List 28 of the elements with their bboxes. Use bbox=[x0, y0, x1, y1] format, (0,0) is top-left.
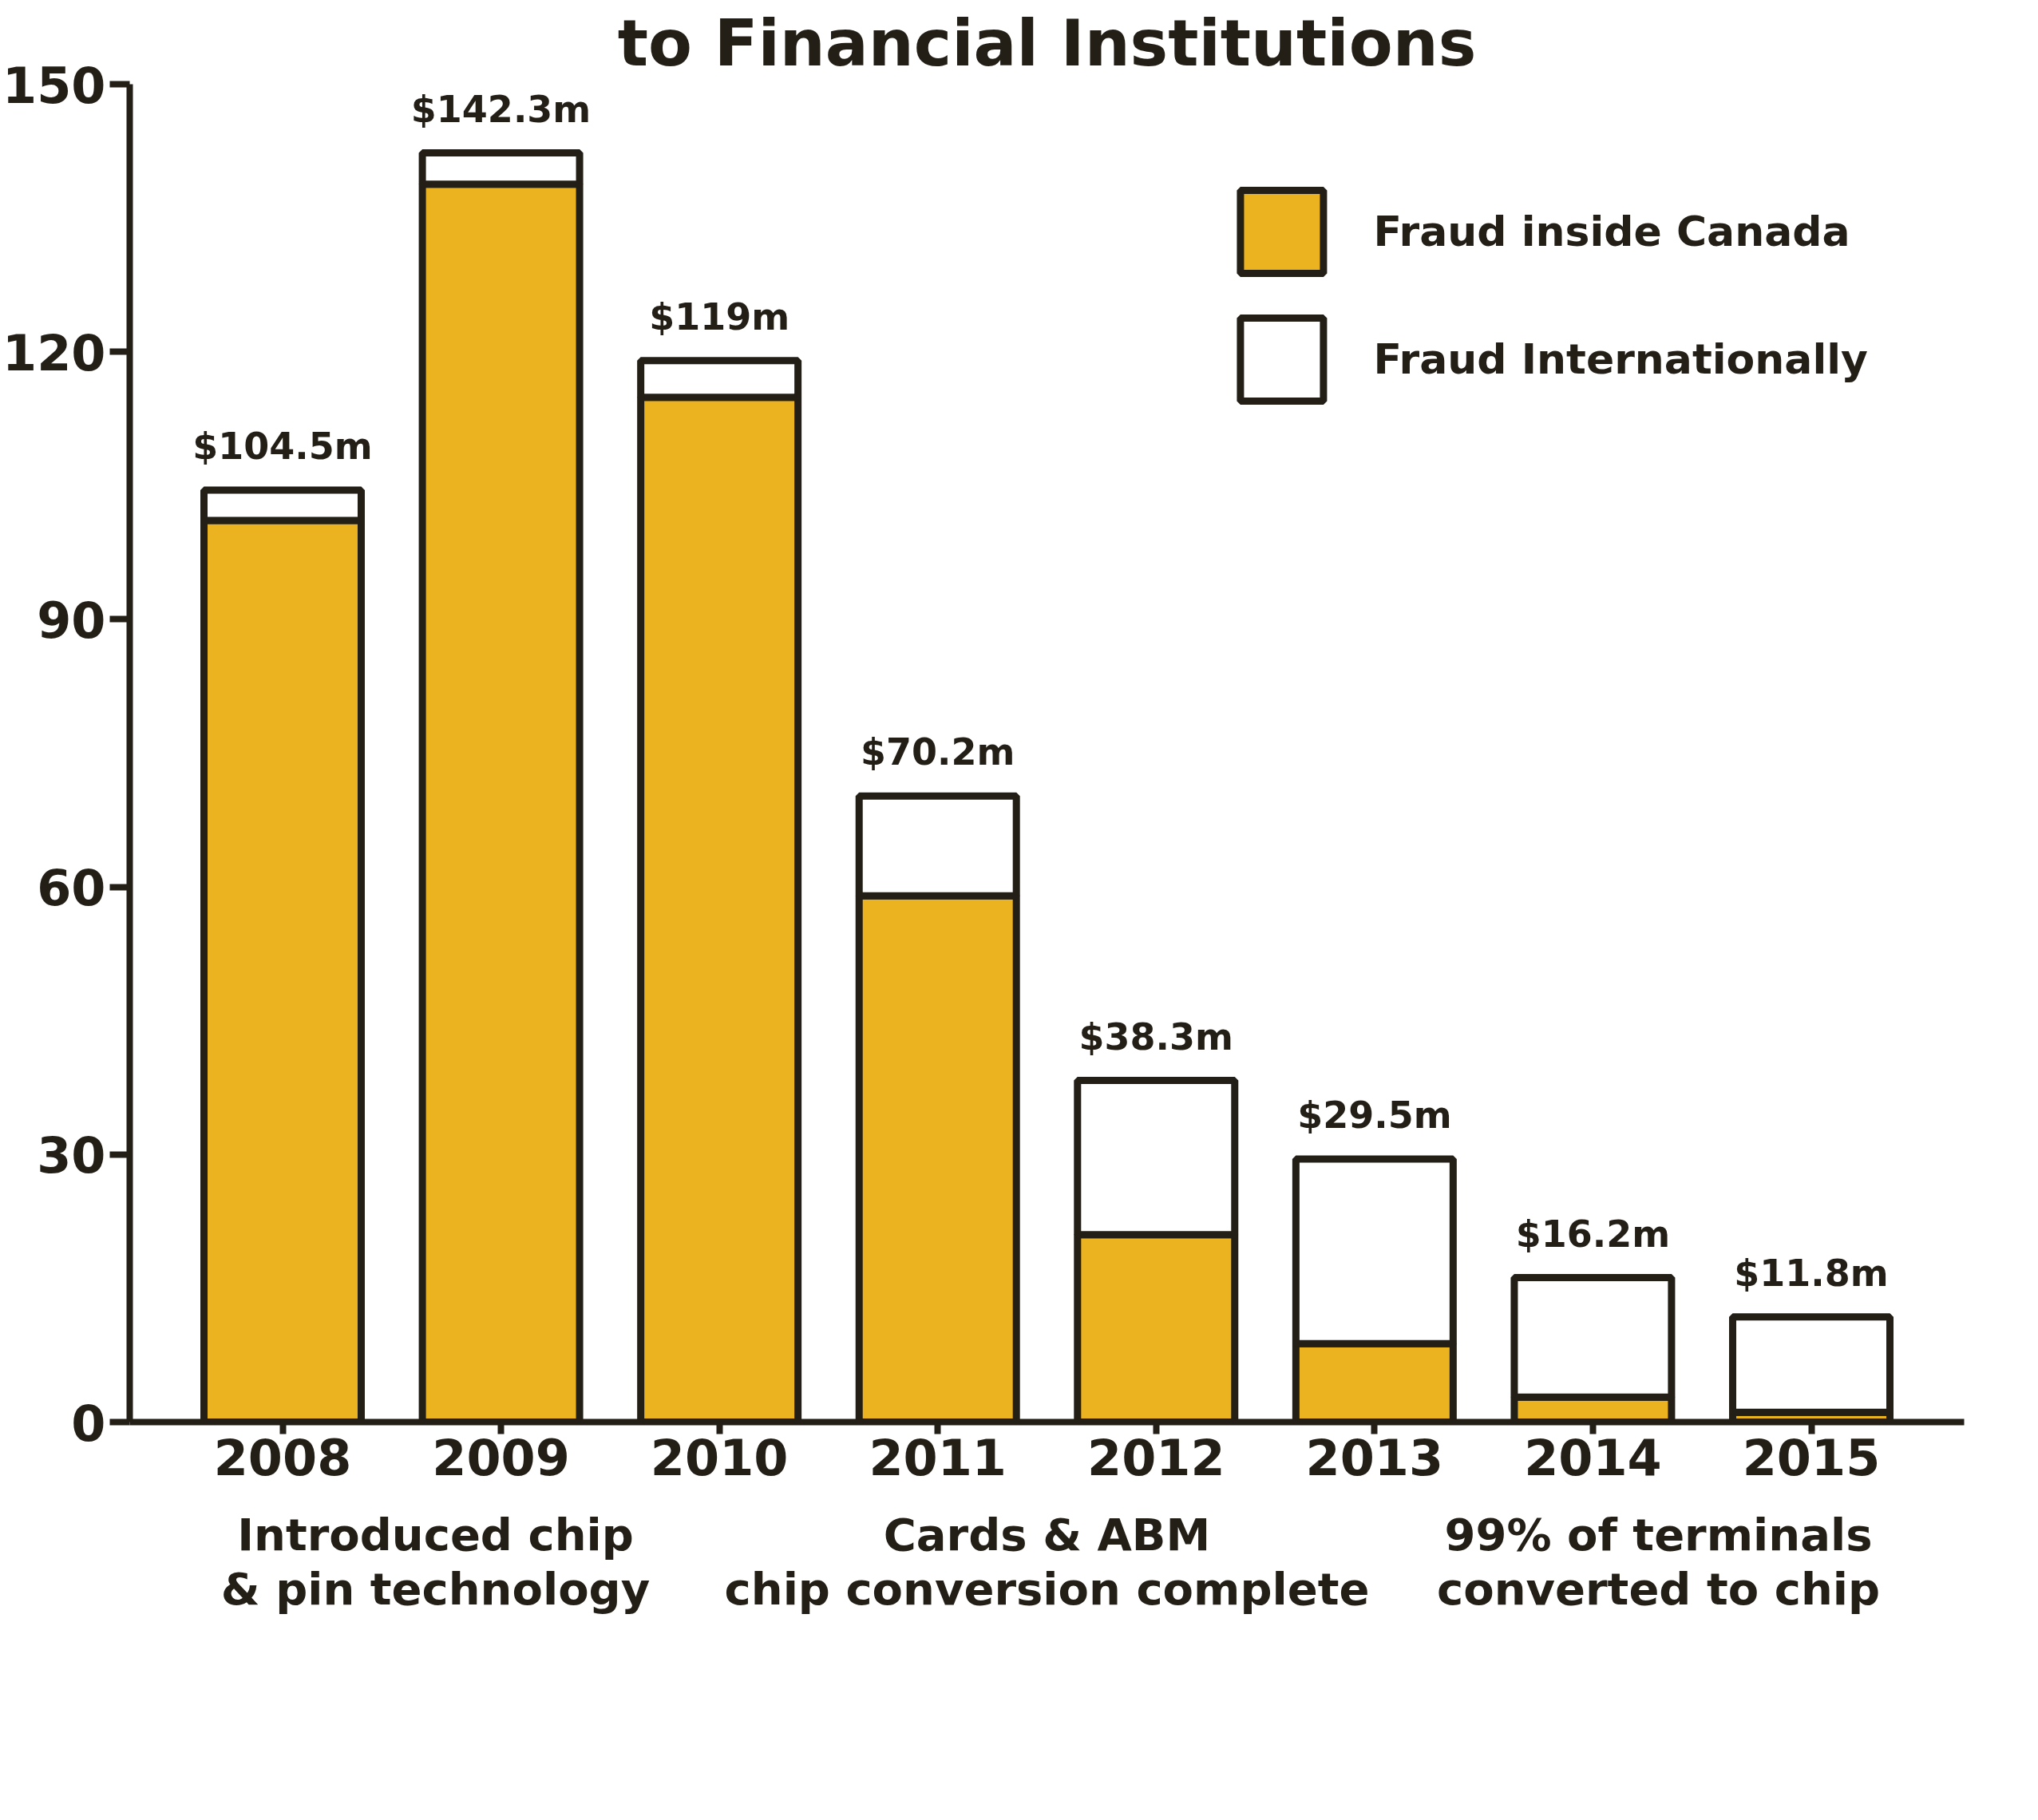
total-label: $142.3m bbox=[410, 87, 592, 131]
x-tick-label: 2014 bbox=[1524, 1428, 1662, 1487]
legend-label: Fraud inside Canada bbox=[1373, 208, 1850, 255]
y-tick-label: 60 bbox=[37, 859, 106, 918]
x-tick-label: 2009 bbox=[432, 1428, 570, 1487]
text: 99% of terminals converted to chip bbox=[1436, 1508, 1881, 1615]
y-tick-label: 30 bbox=[37, 1126, 106, 1185]
x-tick-label: 2013 bbox=[1305, 1428, 1444, 1487]
x-tick-label: 2015 bbox=[1742, 1428, 1881, 1487]
text: Cards & ABM chip conversion complete bbox=[724, 1508, 1370, 1615]
y-tick-label: 0 bbox=[71, 1394, 106, 1453]
total-label: $11.8m bbox=[1734, 1251, 1889, 1295]
x-tick-label: 2008 bbox=[213, 1428, 352, 1487]
y-tick-label: 120 bbox=[2, 323, 106, 382]
total-label: $16.2m bbox=[1515, 1212, 1671, 1256]
x-tick-label: 2010 bbox=[650, 1428, 789, 1487]
text: Introduced chip & pin technology bbox=[220, 1508, 651, 1615]
chart-title: to Financial Institutions bbox=[617, 6, 1477, 81]
y-tick-label: 90 bbox=[37, 591, 106, 650]
total-label: $104.5m bbox=[192, 424, 373, 468]
total-label: $38.3m bbox=[1078, 1015, 1234, 1058]
x-tick-label: 2011 bbox=[869, 1428, 1007, 1487]
legend-label: Fraud Internationally bbox=[1373, 335, 1868, 383]
total-label: $29.5m bbox=[1297, 1093, 1452, 1137]
total-label: $119m bbox=[649, 295, 790, 338]
y-tick-label: 150 bbox=[2, 56, 106, 115]
total-label: $70.2m bbox=[861, 730, 1015, 774]
x-tick-label: 2012 bbox=[1087, 1428, 1225, 1487]
